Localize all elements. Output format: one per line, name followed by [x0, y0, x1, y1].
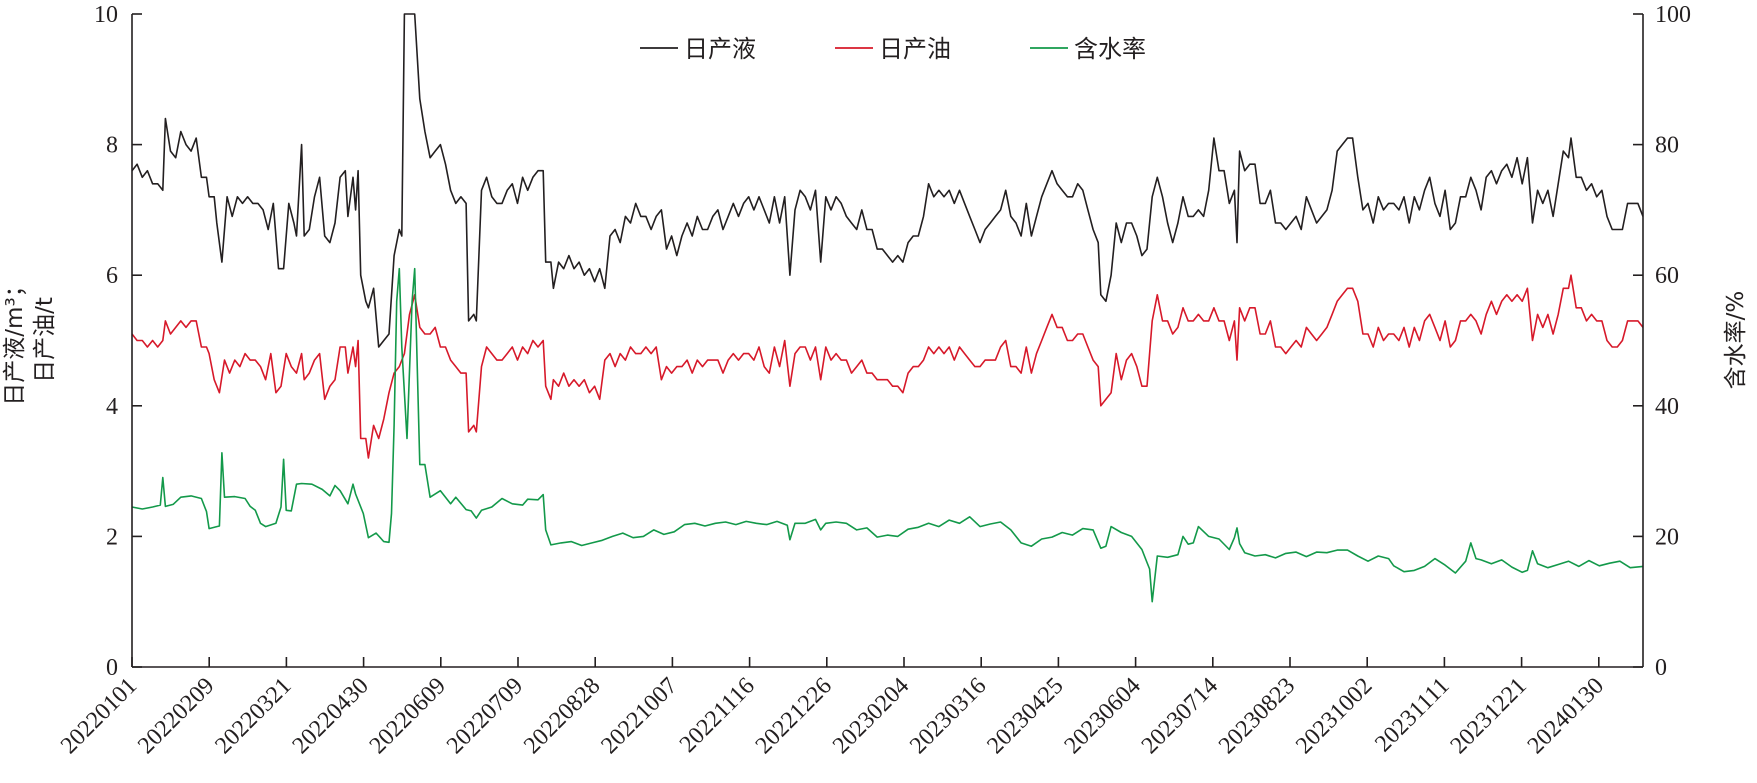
- axes-layer: 0246810020406080100202201012022020920220…: [56, 2, 1691, 759]
- y-axis-left-title-line1: 日产液/m³；: [2, 274, 28, 405]
- y-left-tick-label: 6: [106, 263, 118, 289]
- x-tick-label: 20230204: [828, 673, 914, 759]
- y-left-tick-label: 8: [106, 133, 118, 159]
- y-right-tick-label: 80: [1655, 133, 1679, 159]
- y-left-tick-label: 10: [94, 2, 118, 28]
- x-tick-label: 20230714: [1137, 673, 1223, 759]
- legend-label-3: 含水率: [1074, 35, 1146, 63]
- x-tick-label: 20230316: [905, 673, 991, 759]
- y-axis-left-title-line2: 日产油/t: [32, 297, 58, 383]
- series-layer: [131, 13, 1644, 603]
- y-right-tick-label: 100: [1655, 2, 1691, 28]
- y-right-tick-label: 60: [1655, 263, 1679, 289]
- x-tick-label: 20230425: [982, 673, 1068, 759]
- y-left-tick-label: 2: [106, 524, 118, 550]
- x-tick-label: 20221007: [596, 673, 682, 759]
- x-tick-label: 20220209: [133, 673, 219, 759]
- legend-label-1: 日产液: [684, 35, 756, 63]
- y-right-tick-label: 0: [1655, 655, 1667, 681]
- series-line-2: [131, 274, 1644, 459]
- x-tick-label: 20221226: [751, 673, 837, 759]
- y-left-tick-label: 4: [106, 394, 118, 420]
- x-tick-label: 20230604: [1060, 673, 1146, 759]
- series-line-1: [131, 13, 1644, 348]
- series-line-3: [131, 267, 1644, 603]
- x-tick-label: 20221116: [675, 673, 760, 758]
- x-tick-label: 20231221: [1446, 673, 1532, 759]
- x-tick-label: 20220828: [519, 673, 605, 759]
- y-right-tick-label: 20: [1655, 524, 1679, 550]
- x-tick-label: 20240130: [1523, 673, 1609, 759]
- x-tick-label: 20231002: [1291, 673, 1377, 759]
- y-right-tick-label: 40: [1655, 394, 1679, 420]
- x-tick-label: 20220709: [442, 673, 528, 759]
- legend: 日产液 日产油 含水率: [640, 35, 1146, 63]
- x-tick-label: 20231111: [1370, 673, 1454, 757]
- x-tick-label: 20230823: [1214, 673, 1300, 759]
- x-tick-label: 20220321: [210, 673, 296, 759]
- x-tick-label: 20220609: [365, 673, 451, 759]
- y-left-tick-label: 0: [106, 655, 118, 681]
- x-tick-label: 20220430: [288, 673, 374, 759]
- x-tick-label: 20220101: [56, 673, 142, 759]
- y-axis-right-title: 含水率/%: [1723, 291, 1749, 390]
- legend-label-2: 日产油: [879, 35, 951, 63]
